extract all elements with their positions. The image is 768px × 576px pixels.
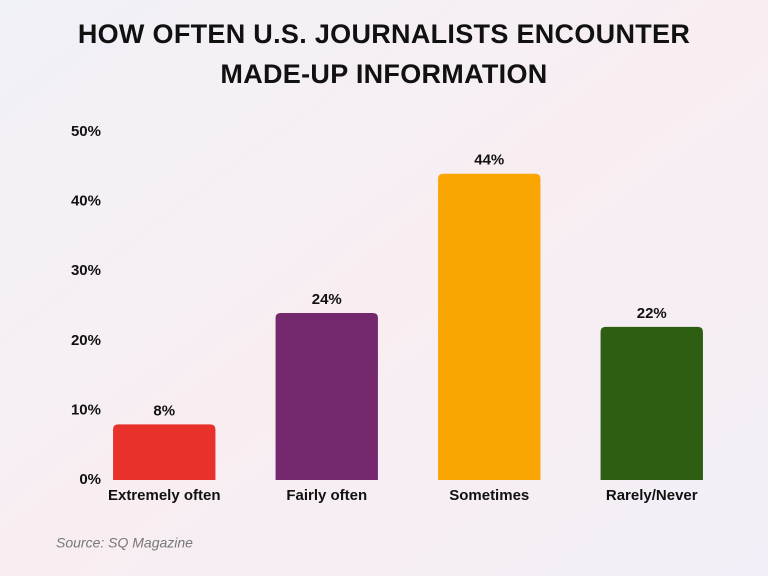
value-label: 22% [637,305,667,322]
chart-title: MADE-UP INFORMATION [220,59,547,89]
value-label: 8% [153,402,175,419]
y-tick-label: 10% [71,401,101,418]
x-tick-label: Rarely/Never [606,487,698,504]
y-tick-label: 50% [71,123,101,140]
bar [600,326,703,480]
value-label: 44% [474,152,504,169]
x-tick-label: Fairly often [286,487,367,504]
y-tick-label: 40% [71,193,101,210]
bar [275,312,378,480]
bar [438,173,541,480]
source: Source: SQ Magazine [56,535,193,551]
bar [113,424,216,480]
chart-title: HOW OFTEN U.S. JOURNALISTS ENCOUNTER [78,19,690,49]
y-tick-label: 20% [71,332,101,349]
x-tick-label: Sometimes [449,487,529,504]
y-tick-label: 0% [79,471,101,488]
y-tick-label: 30% [71,262,101,279]
value-label: 24% [312,291,342,308]
x-tick-label: Extremely often [108,487,221,504]
